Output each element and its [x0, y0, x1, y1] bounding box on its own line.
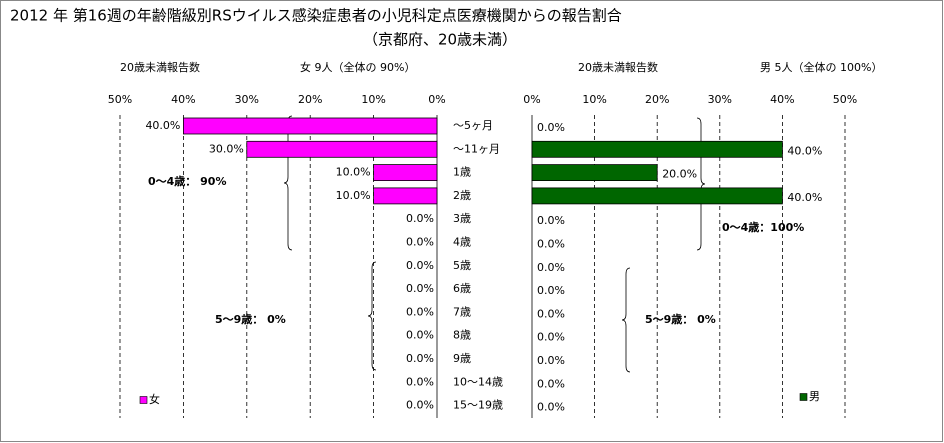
chart-title: 2012 年 第16週の年齢階級別RSウイルス感染症患者の小児科定点医療機関から… — [10, 7, 622, 25]
value-label: 0.0% — [406, 305, 434, 318]
category-label: 10～14歳 — [453, 375, 503, 388]
value-label: 0.0% — [406, 282, 434, 295]
category-label: 6歳 — [453, 282, 471, 295]
value-label: 0.0% — [537, 354, 565, 367]
value-label: 0.0% — [537, 284, 565, 297]
value-label: 30.0% — [209, 142, 244, 155]
value-label: 40.0% — [787, 191, 822, 204]
x-tick-label: 50% — [108, 93, 132, 106]
bar — [531, 187, 783, 205]
category-label: ～11ヶ月 — [453, 142, 500, 155]
x-tick-label: 20% — [645, 93, 669, 106]
bar — [373, 164, 438, 182]
value-label: 0.0% — [537, 121, 565, 134]
x-tick-label: 30% — [235, 93, 259, 106]
value-label: 10.0% — [336, 166, 371, 179]
value-label: 0.0% — [537, 377, 565, 390]
value-label: 0.0% — [537, 238, 565, 251]
header-summary: 女 9人（全体の 90%） — [300, 60, 415, 74]
legend-swatch — [139, 396, 148, 404]
category-label: 8歳 — [453, 329, 471, 342]
value-label: 0.0% — [406, 212, 434, 225]
category-label: 2歳 — [453, 189, 471, 202]
bar — [246, 140, 438, 158]
legend-swatch — [799, 393, 808, 401]
bar — [182, 117, 438, 135]
category-label: 9歳 — [453, 352, 471, 365]
value-label: 0.0% — [537, 261, 565, 274]
brace — [621, 267, 631, 373]
category-label: 3歳 — [453, 212, 471, 225]
x-tick-label: 40% — [171, 93, 195, 106]
x-tick-label: 40% — [770, 93, 794, 106]
value-label: 0.0% — [406, 259, 434, 272]
annotation: 5～9歳： 0% — [645, 312, 716, 326]
value-label: 0.0% — [406, 236, 434, 249]
x-tick-label: 0% — [523, 93, 540, 106]
value-label: 0.0% — [537, 214, 565, 227]
x-tick-label: 10% — [361, 93, 385, 106]
value-label: 0.0% — [406, 329, 434, 342]
x-tick-label: 20% — [298, 93, 322, 106]
legend-label: 男 — [809, 390, 820, 403]
legend-label: 女 — [149, 392, 160, 406]
x-tick-label: 50% — [833, 93, 857, 106]
category-label: 1歳 — [453, 166, 471, 179]
value-label: 0.0% — [537, 307, 565, 320]
value-label: 0.0% — [406, 352, 434, 365]
value-label: 20.0% — [662, 168, 697, 181]
annotation: 0～4歳：100% — [722, 220, 804, 234]
value-label: 40.0% — [145, 119, 180, 132]
bar — [373, 187, 438, 205]
value-label: 0.0% — [406, 375, 434, 388]
header-summary: 男 5人（全体の 100%） — [760, 60, 882, 74]
annotation: 5～9歳： 0% — [215, 312, 286, 326]
value-label: 0.0% — [537, 401, 565, 414]
brace — [696, 117, 706, 251]
x-tick-label: 0% — [428, 93, 445, 106]
brace — [367, 261, 377, 371]
category-label: 15～19歳 — [453, 399, 503, 412]
bar — [531, 164, 658, 182]
value-label: 0.0% — [537, 331, 565, 344]
x-tick-label: 10% — [582, 93, 606, 106]
category-label: 4歳 — [453, 236, 471, 249]
chart-subtitle: （京都府、20歳未満） — [363, 31, 517, 49]
category-label: 5歳 — [453, 259, 471, 272]
value-label: 0.0% — [406, 399, 434, 412]
category-label: 7歳 — [453, 305, 471, 318]
value-label: 40.0% — [787, 144, 822, 157]
x-tick-label: 30% — [708, 93, 732, 106]
header-label: 20歳未満報告数 — [120, 61, 200, 74]
annotation: 0～4歳： 90% — [148, 174, 226, 188]
category-label: ～5ヶ月 — [453, 119, 493, 132]
value-label: 10.0% — [336, 189, 371, 202]
header-label: 20歳未満報告数 — [578, 61, 658, 74]
bar — [531, 140, 783, 158]
